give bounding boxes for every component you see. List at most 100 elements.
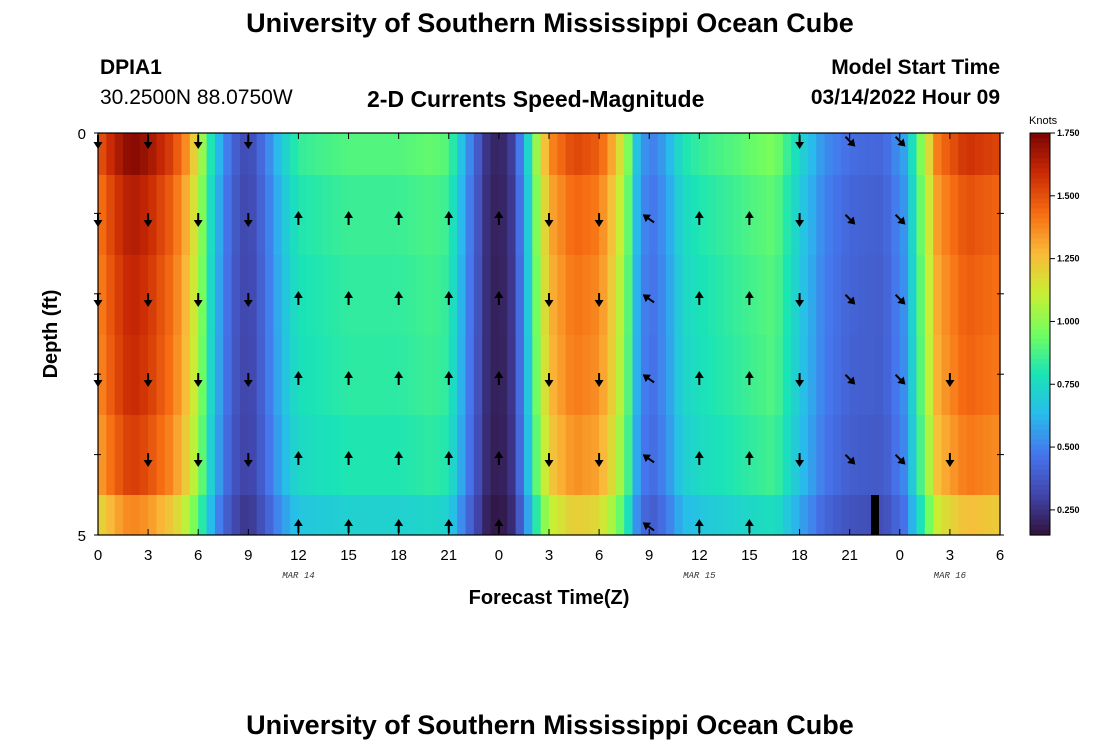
heatmap-cell <box>557 175 567 255</box>
colorbar-swatch <box>1030 168 1050 174</box>
heatmap-cell <box>565 415 575 495</box>
heatmap-cell <box>156 175 166 255</box>
heatmap-cell <box>615 495 625 535</box>
heatmap-cell <box>423 495 433 535</box>
colorbar-swatch <box>1030 494 1050 501</box>
current-arrow <box>795 373 805 387</box>
heatmap-cell <box>615 175 625 255</box>
heatmap-cell <box>498 133 508 175</box>
heatmap-cell <box>883 255 893 335</box>
heatmap-cell <box>607 175 617 255</box>
heatmap-cell <box>473 133 483 175</box>
bottom-page-title: University of Southern Mississippi Ocean… <box>246 710 854 740</box>
heatmap-cell <box>983 175 993 255</box>
current-arrow <box>844 136 856 147</box>
heatmap-cell <box>874 335 884 415</box>
current-arrow <box>544 373 554 387</box>
heatmap-cell <box>407 415 416 495</box>
heatmap-cell <box>398 133 408 175</box>
heatmap-cell <box>432 255 442 335</box>
heatmap-cell <box>164 175 174 255</box>
heatmap-cell <box>991 495 1001 535</box>
heatmap-cell <box>983 415 993 495</box>
heatmap-cell <box>590 255 600 335</box>
colorbar-unit: Knots <box>1029 115 1058 127</box>
heatmap-cell <box>306 335 316 415</box>
heatmap-cell <box>239 335 249 415</box>
current-arrow <box>243 373 253 387</box>
heatmap-cell <box>482 133 492 175</box>
heatmap-cell <box>574 175 584 255</box>
current-arrow <box>344 371 354 385</box>
heatmap-cell <box>148 255 158 335</box>
heatmap-cell <box>565 495 575 535</box>
heatmap-cell <box>448 133 458 175</box>
heatmap-cell <box>615 255 625 335</box>
colorbar-swatch <box>1030 434 1050 441</box>
heatmap-cell <box>849 133 859 175</box>
heatmap-cell <box>298 255 308 335</box>
heatmap-cell <box>214 415 224 495</box>
heatmap-cell <box>164 133 174 175</box>
colorbar-tick-label: 0.500 <box>1057 442 1080 452</box>
heatmap-cell <box>273 495 283 535</box>
heatmap-cell <box>156 133 166 175</box>
heatmap-cell <box>407 495 416 535</box>
heatmap-cell <box>265 415 274 495</box>
heatmap-cell <box>582 175 592 255</box>
heatmap-cell <box>331 255 341 335</box>
heatmap-cell <box>540 133 550 175</box>
heatmap-cell <box>665 335 675 415</box>
heatmap-cell <box>649 175 659 255</box>
current-arrow <box>243 213 253 227</box>
heatmap-cell <box>114 175 124 255</box>
heatmap-cell <box>724 495 734 535</box>
heatmap-cell <box>974 255 984 335</box>
heatmap-cell <box>532 133 542 175</box>
current-arrow <box>694 211 704 225</box>
heatmap-cell <box>941 255 951 335</box>
current-arrow <box>494 451 504 465</box>
heatmap-cell <box>231 133 241 175</box>
heatmap-cell <box>231 415 241 495</box>
heatmap-cell <box>365 255 375 335</box>
heatmap-cell <box>557 335 567 415</box>
heatmap-cell <box>323 415 333 495</box>
heatmap-cell <box>490 255 500 335</box>
heatmap-cell <box>423 133 433 175</box>
heatmap-cell <box>866 133 876 175</box>
heatmap-cell <box>231 495 241 535</box>
heatmap-cell <box>290 255 300 335</box>
heatmap-cell <box>398 255 408 335</box>
heatmap-cell <box>699 255 709 335</box>
heatmap-cell <box>323 255 333 335</box>
station-coords: 30.2500N 88.0750W <box>100 86 293 109</box>
heatmap-cell <box>849 335 859 415</box>
heatmap-cell <box>407 175 416 255</box>
heatmap-cell <box>365 335 375 415</box>
heatmap-cell <box>716 335 725 415</box>
heatmap-cell <box>632 133 642 175</box>
heatmap-cell <box>574 495 584 535</box>
heatmap-cell <box>390 335 400 415</box>
heatmap-cell <box>198 133 208 175</box>
heatmap-cell <box>824 133 834 175</box>
heatmap-cell <box>139 495 149 535</box>
heatmap-cell <box>724 133 734 175</box>
heatmap-cell <box>574 415 584 495</box>
heatmap-cell <box>465 415 475 495</box>
heatmap-cell <box>365 133 375 175</box>
heatmap-cell <box>273 415 283 495</box>
heatmap-cell <box>239 133 249 175</box>
heatmap-cell <box>323 133 333 175</box>
colorbar-swatch <box>1030 193 1050 199</box>
heatmap-cell <box>323 335 333 415</box>
heatmap-cell <box>356 175 366 255</box>
heatmap-cell <box>849 495 859 535</box>
heatmap-cell <box>248 255 258 335</box>
heatmap-cell <box>782 175 792 255</box>
current-arrow <box>243 453 253 467</box>
date-label: MAR 15 <box>683 571 716 581</box>
current-arrow <box>293 451 303 465</box>
heatmap-cell <box>423 175 433 255</box>
